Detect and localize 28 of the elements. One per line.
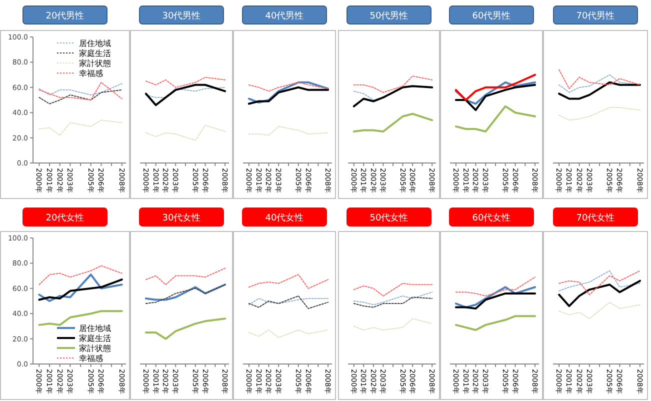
line-series [38, 83, 122, 96]
legend-label: 居住地域 [79, 39, 111, 48]
legend-label: 家計状態 [79, 59, 111, 68]
chart-title: 30代男性 [162, 10, 201, 22]
legend-label: 家庭生活 [79, 49, 111, 58]
chart-title: 70代女性 [576, 212, 615, 224]
chart-title: 20代男性 [46, 10, 84, 22]
line-series [38, 278, 123, 301]
line-series [38, 265, 122, 286]
legend-label: 居住地域 [79, 324, 111, 333]
line-series [38, 310, 123, 326]
chart-title: 50代男性 [370, 10, 408, 22]
line-series [38, 82, 122, 100]
chart-title: 50代女性 [370, 212, 408, 224]
legend-label: 家計状態 [79, 344, 111, 353]
legend-label: 幸福感 [79, 69, 103, 78]
line-series [38, 120, 122, 136]
chart-title: 40代男性 [265, 10, 304, 22]
line-series [38, 274, 123, 302]
chart-title: 60代男性 [472, 10, 511, 22]
legend-label: 家庭生活 [79, 334, 111, 343]
line-series [38, 89, 122, 104]
chart-title: 70代男性 [576, 10, 615, 22]
chart-title: 60代女性 [472, 212, 511, 224]
chart-title: 30代女性 [162, 212, 201, 224]
legend-label: 幸福感 [79, 354, 103, 363]
chart-title: 20代女性 [46, 212, 84, 224]
chart-title: 40代女性 [265, 212, 304, 224]
